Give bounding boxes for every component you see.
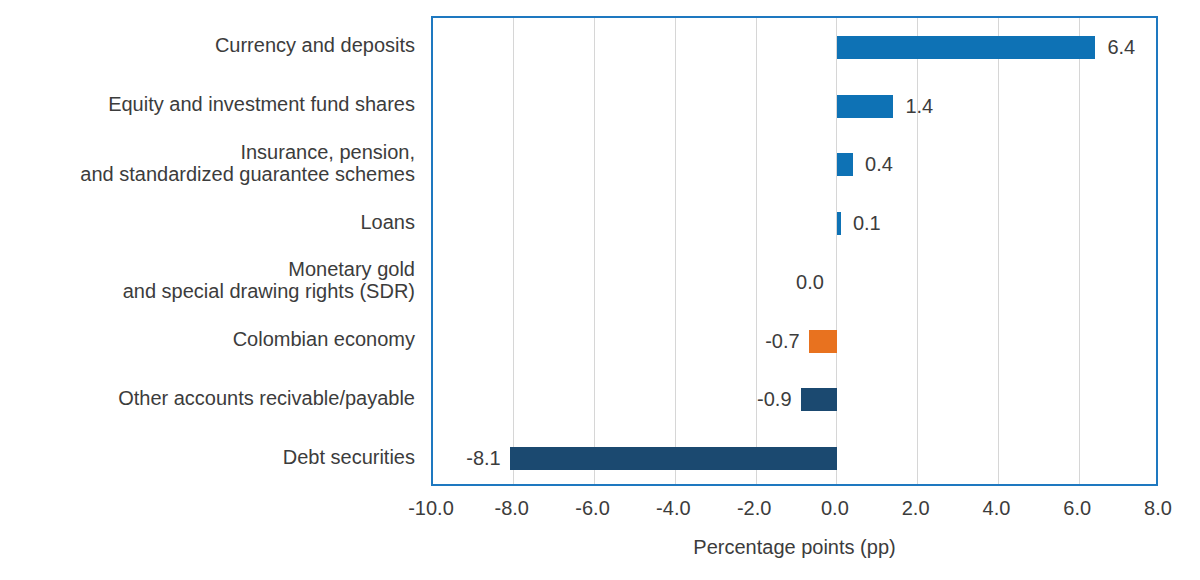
x-tick-label: 2.0 xyxy=(902,497,930,520)
bar-chart-figure: Currency and depositsEquity and investme… xyxy=(0,0,1200,580)
bar-value-label: -0.7 xyxy=(765,330,799,353)
x-tick-label: -2.0 xyxy=(737,497,771,520)
bar xyxy=(809,330,837,353)
bar-value-label: 0.1 xyxy=(853,212,881,235)
bar xyxy=(837,153,853,176)
x-tick-label: -6.0 xyxy=(575,497,609,520)
bar-value-label: 0.4 xyxy=(865,153,893,176)
category-label: Debt securities xyxy=(0,427,415,486)
bar-value-label: -8.1 xyxy=(466,447,500,470)
bar xyxy=(837,212,841,235)
x-tick-label: -10.0 xyxy=(408,497,454,520)
bar-value-label: -0.9 xyxy=(757,388,791,411)
gridline xyxy=(836,18,837,484)
bar-value-label: 1.4 xyxy=(905,95,933,118)
x-tick-label: 4.0 xyxy=(983,497,1011,520)
gridline xyxy=(1079,18,1080,484)
bar-value-label: 6.4 xyxy=(1107,36,1135,59)
category-label: Equity and investment fund shares xyxy=(0,75,415,134)
category-label: Loans xyxy=(0,192,415,251)
bar xyxy=(801,388,837,411)
gridline xyxy=(917,18,918,484)
bar xyxy=(837,36,1095,59)
gridline xyxy=(513,18,514,484)
category-label: Currency and deposits xyxy=(0,16,415,75)
x-tick-label: 8.0 xyxy=(1144,497,1172,520)
x-tick-label: -8.0 xyxy=(495,497,529,520)
gridline xyxy=(756,18,757,484)
bar xyxy=(510,447,837,470)
category-label: Colombian economy xyxy=(0,310,415,369)
gridline xyxy=(675,18,676,484)
x-axis-title: Percentage points (pp) xyxy=(693,536,895,559)
gridline xyxy=(998,18,999,484)
bar xyxy=(837,95,894,118)
gridline xyxy=(594,18,595,484)
x-tick-label: -4.0 xyxy=(656,497,690,520)
category-label: Monetary gold and special drawing rights… xyxy=(0,251,415,310)
category-label: Other accounts recivable/payable xyxy=(0,369,415,428)
x-tick-label: 6.0 xyxy=(1063,497,1091,520)
category-label: Insurance, pension, and standardized gua… xyxy=(0,134,415,193)
x-tick-label: 0.0 xyxy=(821,497,849,520)
bar-value-label: 0.0 xyxy=(796,271,824,294)
plot-area: 6.4 1.4 0.4 0.1 0.0 -0.7 -0.9 -8.1 xyxy=(431,16,1158,486)
